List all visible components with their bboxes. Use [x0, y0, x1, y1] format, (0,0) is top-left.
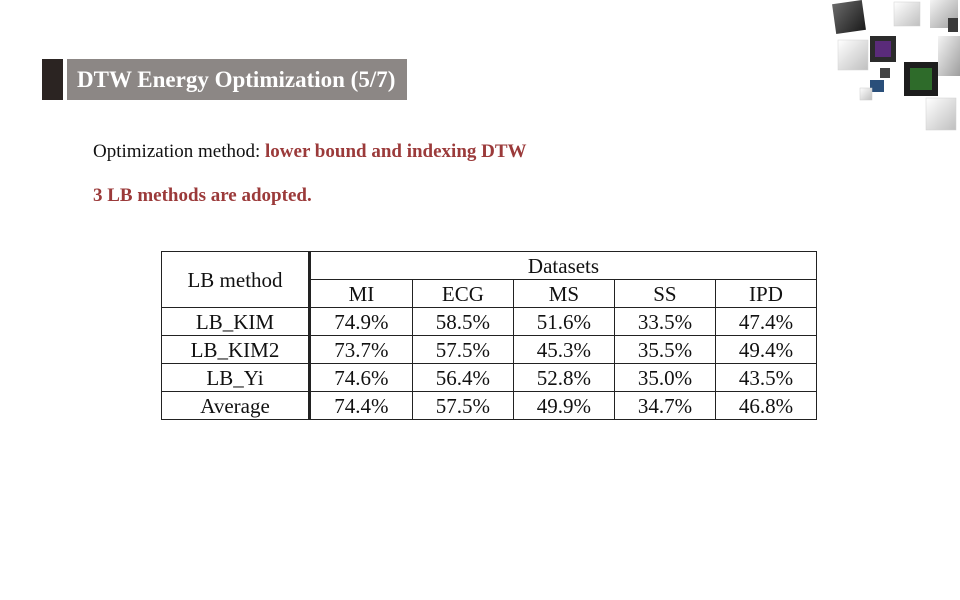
- column-header-ecg: ECG: [411, 279, 514, 308]
- title-box: DTW Energy Optimization (5/7): [67, 59, 408, 100]
- slide-title-bar: DTW Energy Optimization (5/7): [42, 59, 408, 100]
- table-row: LB_KIM 74.9% 58.5% 51.6% 33.5% 47.4%: [161, 307, 818, 336]
- table-cell: 74.6%: [308, 363, 413, 392]
- table-cell: 49.4%: [714, 335, 818, 364]
- table-header-row: LB method Datasets: [161, 251, 817, 308]
- column-header-ss: SS: [613, 279, 716, 308]
- table-row: LB_KIM2 73.7% 57.5% 45.3% 35.5% 49.4%: [161, 335, 818, 364]
- table-cell: 51.6%: [512, 307, 615, 336]
- table-cell: 49.9%: [512, 391, 615, 420]
- table-cell: 46.8%: [714, 391, 818, 420]
- column-header-mi: MI: [308, 279, 413, 308]
- table-cell: 35.0%: [613, 363, 716, 392]
- decorative-cubes-icon: [832, 0, 960, 131]
- table-cell: 47.4%: [714, 307, 818, 336]
- table-row: Average 74.4% 57.5% 49.9% 34.7% 46.8%: [161, 391, 818, 420]
- table-cell: 73.7%: [308, 335, 413, 364]
- table-cell: 74.4%: [308, 391, 413, 420]
- table-cell: 35.5%: [613, 335, 716, 364]
- row-method: LB_KIM2: [161, 335, 310, 364]
- optimization-method-highlight: lower bound and indexing DTW: [265, 141, 527, 162]
- table-cell: 56.4%: [411, 363, 514, 392]
- datasets-group-header: Datasets: [308, 251, 817, 280]
- table-cell: 43.5%: [714, 363, 818, 392]
- optimization-method-label: Optimization method:: [93, 141, 266, 162]
- table-cell: 34.7%: [613, 391, 716, 420]
- row-method: LB_KIM: [161, 307, 310, 336]
- lb-results-table: LB method Datasets MI ECG MS SS IPD LB_K…: [161, 251, 818, 420]
- table-cell: 45.3%: [512, 335, 615, 364]
- table-row: LB_Yi 74.6% 56.4% 52.8% 35.0% 43.5%: [161, 363, 818, 392]
- row-method: LB_Yi: [161, 363, 310, 392]
- table-cell: 52.8%: [512, 363, 615, 392]
- table-cell: 58.5%: [411, 307, 514, 336]
- slide-title: DTW Energy Optimization (5/7): [77, 66, 396, 92]
- lb-methods-note: 3 LB methods are adopted.: [93, 185, 312, 206]
- column-header-ms: MS: [512, 279, 615, 308]
- optimization-method-line: Optimization method: lower bound and ind…: [93, 141, 527, 163]
- title-accent-block: [42, 59, 63, 100]
- table-cell: 33.5%: [613, 307, 716, 336]
- column-header-ipd: IPD: [714, 279, 818, 308]
- table-cell: 57.5%: [411, 391, 514, 420]
- table-cell: 74.9%: [308, 307, 413, 336]
- row-method: Average: [161, 391, 310, 420]
- table-subheader-row: MI ECG MS SS IPD: [162, 279, 818, 308]
- table-cell: 57.5%: [411, 335, 514, 364]
- title-gap: [63, 59, 67, 100]
- method-column-header: LB method: [161, 251, 310, 308]
